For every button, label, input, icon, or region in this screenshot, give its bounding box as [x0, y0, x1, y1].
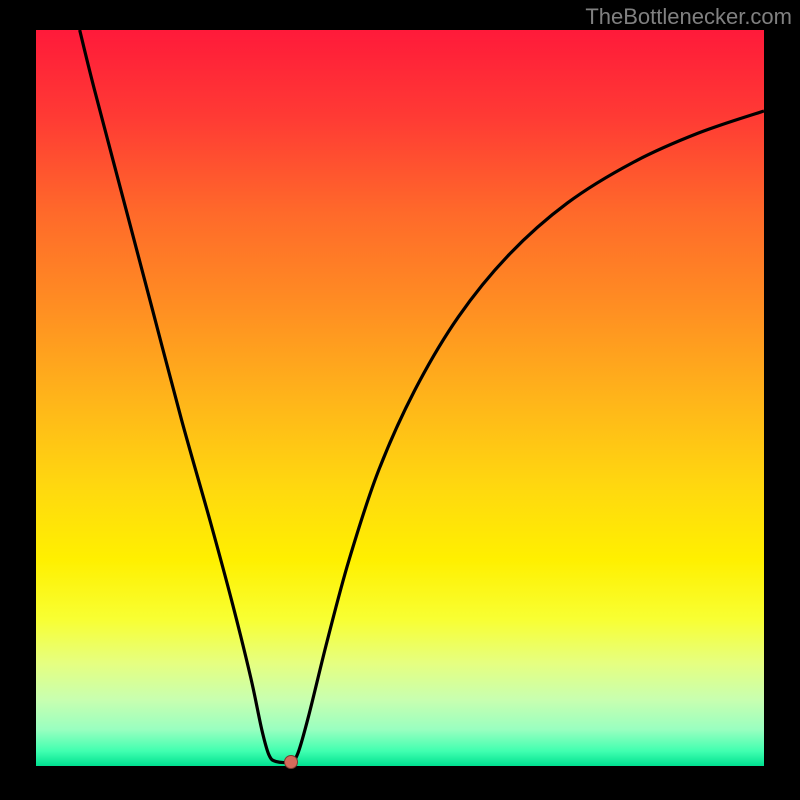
- curve-svg: [36, 30, 764, 766]
- bottleneck-curve: [80, 30, 764, 763]
- chart-area: [36, 30, 764, 766]
- watermark-text: TheBottlenecker.com: [585, 4, 792, 30]
- minimum-marker: [284, 755, 298, 769]
- chart-frame: TheBottlenecker.com: [0, 0, 800, 800]
